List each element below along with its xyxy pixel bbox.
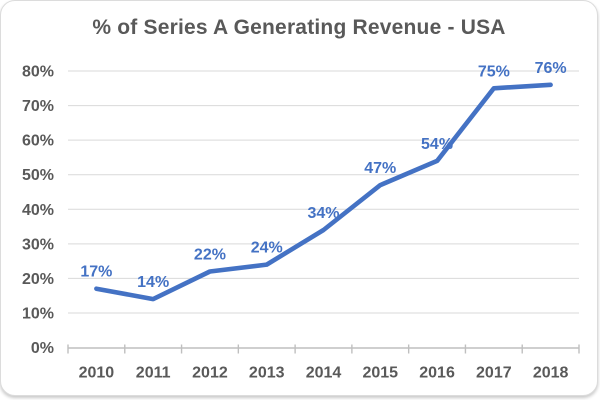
x-tick-label: 2016 bbox=[419, 365, 455, 382]
chart-title: % of Series A Generating Revenue - USA bbox=[92, 16, 506, 39]
y-tick-label: 40% bbox=[22, 202, 54, 219]
y-tick-label: 60% bbox=[22, 133, 54, 150]
y-tick-label: 20% bbox=[22, 271, 54, 288]
y-tick-label: 10% bbox=[22, 305, 54, 322]
series-line bbox=[94, 82, 553, 302]
data-label: 34% bbox=[307, 205, 339, 222]
x-tick-label: 2014 bbox=[306, 365, 342, 382]
x-tick-label: 2013 bbox=[249, 365, 285, 382]
data-label: 54% bbox=[421, 136, 453, 153]
y-tick-label: 80% bbox=[22, 64, 54, 81]
x-tick-label: 2011 bbox=[136, 365, 171, 382]
x-tick-label: 2017 bbox=[476, 365, 512, 382]
x-tick-label: 2018 bbox=[533, 365, 569, 382]
data-label: 24% bbox=[251, 240, 283, 257]
y-tick-label: 50% bbox=[22, 167, 54, 184]
data-label: 14% bbox=[137, 274, 169, 291]
x-tick-label: 2015 bbox=[362, 365, 398, 382]
data-label: 17% bbox=[80, 264, 112, 281]
y-tick-label: 0% bbox=[31, 340, 54, 357]
y-tick-label: 30% bbox=[22, 236, 54, 253]
data-label: 75% bbox=[478, 63, 510, 80]
x-tick-label: 2010 bbox=[79, 365, 115, 382]
data-label: 76% bbox=[535, 60, 567, 77]
data-label: 47% bbox=[364, 160, 396, 177]
y-tick-label: 70% bbox=[22, 98, 54, 115]
x-tick-label: 2012 bbox=[192, 365, 228, 382]
data-label: 22% bbox=[194, 246, 226, 263]
